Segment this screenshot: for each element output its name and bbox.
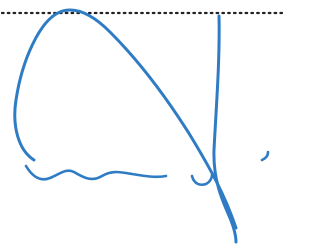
signature-image	[0, 0, 286, 247]
paper	[0, 0, 286, 247]
page	[0, 0, 320, 247]
